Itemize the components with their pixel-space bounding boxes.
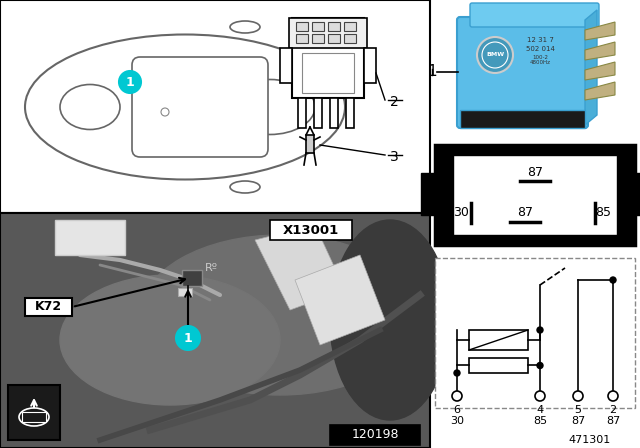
Circle shape bbox=[454, 370, 460, 376]
Circle shape bbox=[477, 37, 513, 73]
Bar bbox=[0, 213, 430, 448]
Text: 87: 87 bbox=[527, 167, 543, 180]
Bar bbox=[330, 425, 420, 445]
Text: 1: 1 bbox=[184, 332, 193, 345]
Bar bbox=[298, 98, 306, 128]
Bar bbox=[421, 173, 435, 215]
Ellipse shape bbox=[225, 79, 315, 134]
Text: 87: 87 bbox=[517, 207, 533, 220]
Text: 12 31 7: 12 31 7 bbox=[527, 37, 554, 43]
Ellipse shape bbox=[140, 235, 420, 395]
Bar bbox=[182, 270, 202, 286]
Text: 6: 6 bbox=[454, 405, 461, 415]
Text: X13001: X13001 bbox=[283, 224, 339, 237]
Text: BMW: BMW bbox=[486, 52, 504, 57]
Bar bbox=[0, 0, 430, 213]
Circle shape bbox=[176, 326, 200, 350]
Bar bbox=[312, 22, 324, 31]
Polygon shape bbox=[585, 42, 615, 60]
Bar bbox=[55, 220, 125, 255]
Text: 471301: 471301 bbox=[569, 435, 611, 445]
Circle shape bbox=[537, 362, 543, 369]
Text: 502 014: 502 014 bbox=[525, 46, 554, 52]
Text: 85: 85 bbox=[595, 207, 611, 220]
Text: 4: 4 bbox=[536, 405, 543, 415]
Text: 5: 5 bbox=[575, 405, 582, 415]
Text: K72: K72 bbox=[35, 301, 61, 314]
Text: 100-2
4800Hz: 100-2 4800Hz bbox=[529, 55, 550, 65]
Bar bbox=[280, 48, 292, 83]
Ellipse shape bbox=[230, 181, 260, 193]
Circle shape bbox=[119, 71, 141, 93]
FancyBboxPatch shape bbox=[470, 3, 599, 27]
Circle shape bbox=[573, 391, 583, 401]
Bar bbox=[346, 98, 354, 128]
FancyBboxPatch shape bbox=[457, 17, 588, 128]
Bar bbox=[635, 173, 640, 215]
Bar bbox=[469, 358, 528, 373]
Circle shape bbox=[535, 391, 545, 401]
Circle shape bbox=[608, 391, 618, 401]
Bar bbox=[330, 98, 338, 128]
Text: 2: 2 bbox=[609, 405, 616, 415]
Text: Rº: Rº bbox=[205, 263, 218, 273]
Bar bbox=[364, 48, 376, 83]
Bar bbox=[25, 298, 72, 316]
Ellipse shape bbox=[230, 21, 260, 33]
Polygon shape bbox=[295, 255, 385, 345]
Bar bbox=[328, 34, 340, 43]
Bar bbox=[328, 22, 340, 31]
Bar bbox=[435, 258, 635, 408]
Text: 3: 3 bbox=[390, 150, 399, 164]
Text: 30: 30 bbox=[453, 207, 469, 220]
Circle shape bbox=[452, 391, 462, 401]
Polygon shape bbox=[255, 225, 345, 310]
Ellipse shape bbox=[19, 408, 49, 426]
Circle shape bbox=[482, 42, 508, 68]
Ellipse shape bbox=[330, 220, 450, 420]
Bar bbox=[289, 18, 367, 48]
Bar bbox=[344, 22, 356, 31]
Polygon shape bbox=[585, 22, 615, 40]
Bar bbox=[435, 145, 635, 245]
Bar bbox=[296, 22, 308, 31]
Bar bbox=[453, 155, 617, 235]
Circle shape bbox=[537, 327, 543, 333]
Text: 120198: 120198 bbox=[351, 428, 399, 441]
Ellipse shape bbox=[60, 275, 280, 405]
Circle shape bbox=[161, 108, 169, 116]
Bar bbox=[460, 110, 585, 128]
Text: 85: 85 bbox=[533, 416, 547, 426]
Bar bbox=[314, 98, 322, 128]
Bar bbox=[22, 412, 46, 422]
Bar bbox=[292, 18, 364, 98]
Bar bbox=[312, 34, 324, 43]
Bar bbox=[8, 385, 60, 440]
Polygon shape bbox=[585, 62, 615, 80]
Polygon shape bbox=[585, 82, 615, 100]
Ellipse shape bbox=[25, 34, 345, 180]
Text: 1: 1 bbox=[125, 76, 134, 89]
Ellipse shape bbox=[60, 85, 120, 129]
Polygon shape bbox=[585, 10, 597, 125]
Bar bbox=[296, 34, 308, 43]
FancyBboxPatch shape bbox=[132, 57, 268, 157]
Bar bbox=[344, 34, 356, 43]
Text: 87: 87 bbox=[571, 416, 585, 426]
Bar bbox=[270, 220, 352, 240]
Text: 30: 30 bbox=[450, 416, 464, 426]
Bar bbox=[302, 53, 354, 93]
Bar bbox=[178, 288, 192, 296]
Circle shape bbox=[610, 277, 616, 283]
Text: 2: 2 bbox=[390, 95, 399, 109]
Bar bbox=[306, 135, 314, 153]
Bar bbox=[469, 330, 528, 350]
Text: 87: 87 bbox=[606, 416, 620, 426]
Text: 1: 1 bbox=[427, 65, 437, 79]
